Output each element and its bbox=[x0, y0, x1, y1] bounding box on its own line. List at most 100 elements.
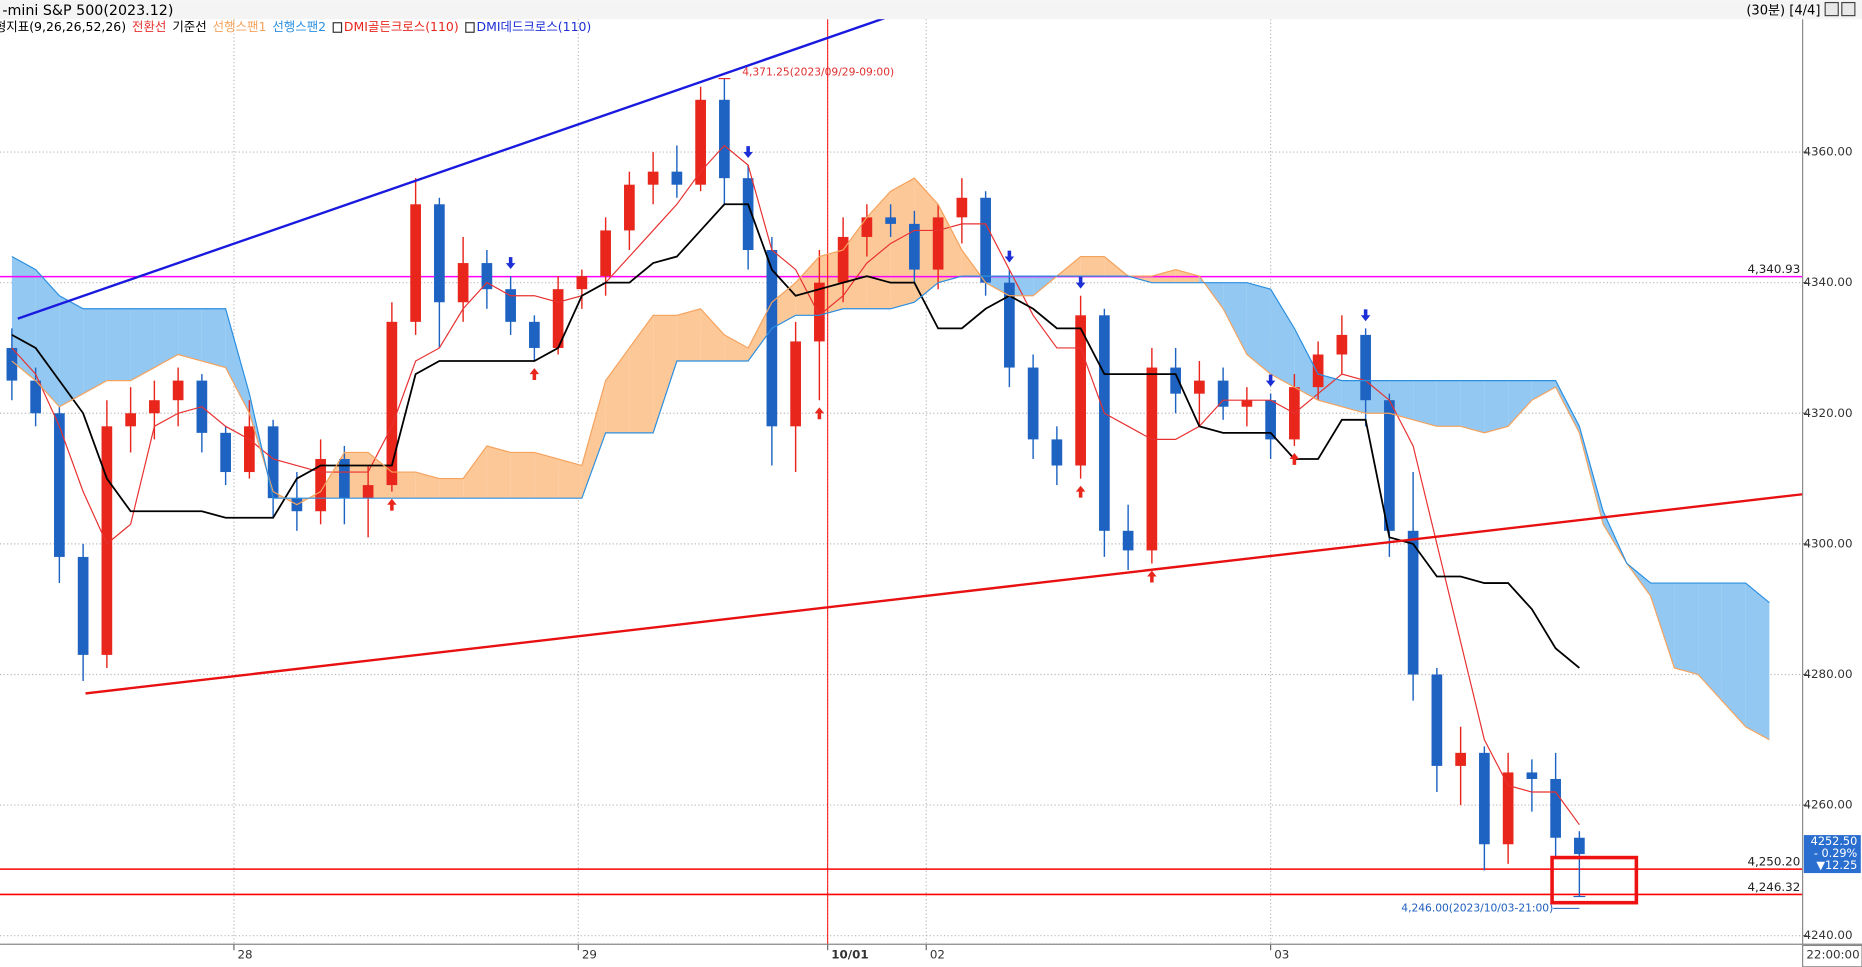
candle-body bbox=[434, 204, 445, 303]
cloud-segment bbox=[629, 315, 654, 433]
cloud-segment bbox=[1698, 583, 1722, 701]
signal-arrow bbox=[1075, 485, 1086, 498]
candle-body bbox=[410, 204, 421, 322]
candle-body bbox=[1122, 530, 1134, 551]
candle-body bbox=[814, 282, 825, 342]
candle-body bbox=[1075, 315, 1086, 466]
candle-body bbox=[1431, 674, 1443, 766]
cloud-segment bbox=[748, 302, 772, 362]
cloud-segment bbox=[1508, 380, 1532, 427]
candle-body bbox=[1360, 334, 1371, 401]
candle-body bbox=[1170, 367, 1181, 394]
highlight-box bbox=[1550, 855, 1639, 905]
candle-body bbox=[1455, 752, 1466, 766]
legend-entry: DMI골든크로스(110) bbox=[344, 19, 459, 34]
cloud-segment bbox=[1365, 380, 1390, 414]
candle-body bbox=[6, 347, 18, 381]
cloud-segment bbox=[1341, 380, 1366, 414]
y-tick-label: 4240.00 bbox=[1803, 928, 1852, 942]
candle-body bbox=[1550, 778, 1561, 838]
candle-body bbox=[1027, 367, 1039, 440]
candle-body bbox=[624, 184, 635, 231]
candle-body bbox=[267, 426, 279, 499]
candle-body bbox=[1479, 752, 1490, 845]
signal-arrow bbox=[1265, 374, 1276, 387]
candle-body bbox=[315, 458, 326, 512]
candle-body bbox=[552, 289, 564, 348]
cloud-segment bbox=[391, 472, 416, 499]
candle-body bbox=[837, 236, 849, 283]
cloud-segment bbox=[724, 334, 749, 362]
candle-body bbox=[172, 380, 184, 401]
signal-arrow bbox=[743, 146, 753, 158]
cloud-segment bbox=[368, 452, 392, 499]
x-tick-label: 28 bbox=[238, 947, 253, 961]
cloud-segment bbox=[225, 308, 250, 414]
candle-body bbox=[362, 485, 374, 499]
cloud-segment bbox=[439, 478, 464, 499]
legend-entry: DMI데드크로스(110) bbox=[477, 19, 592, 34]
x-tick-label: 29 bbox=[582, 947, 597, 961]
cloud-segment bbox=[1745, 583, 1770, 740]
candle-body bbox=[1051, 439, 1063, 466]
time-label: 22:00:00 bbox=[1806, 947, 1859, 961]
last-change-pct: - 0.29% bbox=[1814, 847, 1858, 860]
candle-body bbox=[1502, 772, 1514, 845]
legend: 균형지표(9,26,26,52,26) 전환선 기준선 선행스팬1 선행스팬2 DMI골든… bbox=[0, 19, 591, 34]
cloud-segment bbox=[1650, 583, 1675, 668]
cloud-segment bbox=[1246, 282, 1271, 375]
cloud-segment bbox=[83, 308, 107, 394]
cloud-segment bbox=[1484, 380, 1509, 433]
cloud-segment bbox=[130, 308, 155, 381]
candle-body bbox=[1241, 400, 1253, 407]
signal-arrow bbox=[1147, 570, 1157, 583]
candle-body bbox=[1217, 380, 1229, 407]
window-button[interactable] bbox=[1824, 1, 1839, 17]
legend-entry: 균형지표(9,26,26,52,26) bbox=[0, 19, 126, 34]
cloud-segment bbox=[605, 347, 630, 433]
cloud-segment bbox=[914, 178, 939, 303]
cloud-segment bbox=[486, 445, 511, 499]
candle-body bbox=[30, 380, 41, 414]
close-button[interactable] bbox=[1841, 1, 1856, 17]
legend-entry: 기준선 bbox=[172, 19, 206, 34]
x-tick-label: 03 bbox=[1274, 947, 1289, 961]
cloud-segment bbox=[1318, 374, 1342, 407]
candle-body bbox=[220, 432, 231, 473]
candle-body bbox=[719, 99, 730, 179]
candle-body bbox=[1194, 380, 1205, 394]
cloud-segment bbox=[178, 308, 202, 362]
candle-body bbox=[529, 321, 540, 348]
cloud-segment bbox=[653, 315, 677, 433]
cloud-segment bbox=[1460, 380, 1485, 433]
indicator-line bbox=[11, 144, 1580, 826]
candle-body bbox=[101, 426, 113, 655]
candle-body bbox=[695, 99, 706, 185]
period-label: (30분) [4/4] bbox=[1746, 3, 1820, 18]
annotation-text: 4,246.00(2023/10/03-21:00) bbox=[1401, 901, 1553, 914]
legend-icon bbox=[465, 22, 475, 33]
candle-body bbox=[956, 197, 968, 218]
cloud-segment bbox=[866, 191, 891, 309]
annotation-text: 4,371.25(2023/09/29-09:00) bbox=[742, 66, 894, 79]
price-line-label: 4,340.93 bbox=[1747, 262, 1800, 276]
last-change: ▼12.25 bbox=[1816, 859, 1857, 872]
cloud-segment bbox=[534, 452, 559, 499]
candle-body bbox=[54, 413, 65, 557]
candle-body bbox=[1004, 282, 1015, 368]
candle-body bbox=[1574, 837, 1585, 855]
candle-body bbox=[1146, 367, 1158, 551]
signal-arrow bbox=[505, 257, 516, 270]
cloud-segment bbox=[1531, 380, 1556, 401]
signal-arrow bbox=[1360, 309, 1371, 322]
candle-body bbox=[1312, 354, 1324, 388]
legend-entry: 전환선 bbox=[132, 19, 166, 34]
cloud-segment bbox=[938, 204, 962, 283]
cloud-segment bbox=[985, 276, 1010, 296]
candle-body bbox=[909, 223, 920, 270]
last-price: 4252.50 bbox=[1811, 835, 1858, 848]
cloud-segment bbox=[795, 256, 820, 316]
cloud-segment bbox=[1436, 380, 1461, 427]
cloud-segment bbox=[510, 452, 535, 499]
price-line-label: 4,250.20 bbox=[1747, 854, 1800, 868]
